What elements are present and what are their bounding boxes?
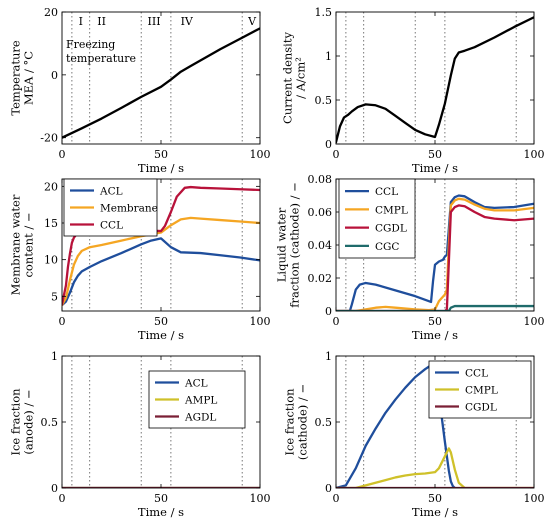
x-tick-label: 100 bbox=[524, 315, 545, 328]
x-axis-label: Time / s bbox=[412, 505, 458, 519]
y-tick-label: 0 bbox=[325, 305, 332, 318]
y-tick-label: 1 bbox=[325, 50, 332, 63]
legend-label: CMPL bbox=[375, 204, 408, 216]
legend: CCL CMPL CGDL CGC bbox=[339, 179, 415, 258]
phase-label: II bbox=[97, 15, 106, 28]
legend: ACL AMPL AGDL bbox=[149, 371, 245, 428]
x-axis-label: Time / s bbox=[412, 161, 458, 175]
ylabel-line: (anode) / − bbox=[22, 389, 36, 454]
ylabel-line: MEA / °C bbox=[22, 51, 36, 105]
y-tick-label: 0 bbox=[51, 482, 58, 495]
ylabel-line: / A/cm² bbox=[294, 57, 308, 99]
phase-label: IV bbox=[181, 15, 194, 28]
y-tick-label: 0.02 bbox=[308, 272, 333, 285]
y-tick-label: 0.5 bbox=[41, 416, 59, 429]
freezing-annotation: temperature bbox=[66, 52, 136, 65]
freezing-annotation: Freezing bbox=[66, 38, 115, 51]
axis-label: Current density / A/cm² bbox=[281, 32, 308, 124]
x-tick-label: 50 bbox=[154, 492, 168, 505]
y-tick-label: 0.5 bbox=[315, 416, 333, 429]
ylabel-line: fraction (cathode) / − bbox=[288, 182, 302, 308]
x-axis-label: Time / s bbox=[412, 328, 458, 342]
x-tick-label: 0 bbox=[59, 315, 66, 328]
legend: CCL CMPL CGDL bbox=[429, 361, 531, 418]
panel-p2: 0 50 100 0 0.5 1 1.5 Time / s Current density / A… bbox=[281, 6, 545, 175]
ylabel-line: Ice fraction bbox=[283, 388, 297, 456]
legend-label: ACL bbox=[99, 186, 123, 198]
x-tick-label: 100 bbox=[524, 148, 545, 161]
x-tick-label: 50 bbox=[428, 148, 442, 161]
series-line-cmpl bbox=[336, 448, 534, 488]
y-tick-label: 0.08 bbox=[308, 173, 333, 186]
y-tick-label: 15 bbox=[44, 217, 58, 230]
y-tick-label: 0.06 bbox=[308, 206, 333, 219]
x-tick-label: 0 bbox=[333, 492, 340, 505]
x-axis-label: Time / s bbox=[138, 161, 184, 175]
y-tick-label: -20 bbox=[40, 132, 58, 145]
panel-p6: 0 50 100 0 0.5 1 Time / s Ice fraction (cathode)… bbox=[283, 350, 545, 519]
y-tick-label: 20 bbox=[44, 180, 58, 193]
y-tick-label: 1.5 bbox=[315, 6, 333, 19]
axis-label: Liquid water fraction (cathode) / − bbox=[275, 182, 302, 308]
series-line-main bbox=[336, 17, 534, 142]
x-tick-label: 0 bbox=[333, 315, 340, 328]
y-tick-label: 0 bbox=[51, 69, 58, 82]
legend-label: ACL bbox=[184, 378, 208, 390]
panel-p4: 0 50 100 0 0.02 0.04 0.06 0.08 Time / s Liquid wa… bbox=[275, 173, 545, 342]
x-tick-label: 100 bbox=[250, 492, 271, 505]
axis-label: Temperature MEA / °C bbox=[9, 40, 36, 116]
legend: ACL Membrane CCL bbox=[64, 179, 158, 236]
ylabel-line: content / − bbox=[22, 212, 36, 277]
panel-p5: 0 50 100 0 0.5 1 Time / s Ice fraction (anode) /… bbox=[9, 350, 271, 519]
x-axis-label: Time / s bbox=[138, 328, 184, 342]
legend-label: CCL bbox=[465, 368, 488, 380]
legend-label: CGDL bbox=[465, 402, 497, 414]
ylabel-line: Membrane water bbox=[9, 194, 23, 295]
y-tick-label: 5 bbox=[51, 290, 58, 303]
x-tick-label: 50 bbox=[428, 315, 442, 328]
ylabel-line: Current density bbox=[281, 32, 295, 124]
x-tick-label: 0 bbox=[333, 148, 340, 161]
phase-label: III bbox=[148, 15, 161, 28]
x-tick-label: 50 bbox=[428, 492, 442, 505]
ylabel-line: Liquid water bbox=[275, 207, 289, 282]
x-tick-label: 0 bbox=[59, 148, 66, 161]
y-tick-label: 20 bbox=[44, 6, 58, 19]
y-tick-label: 0 bbox=[325, 138, 332, 151]
axis-label: Membrane water content / − bbox=[9, 194, 36, 295]
ylabel-line: Temperature bbox=[9, 40, 23, 116]
series-line-acl bbox=[62, 238, 260, 305]
legend-label: CCL bbox=[100, 220, 123, 232]
axis-label: Ice fraction (anode) / − bbox=[9, 388, 36, 456]
y-tick-label: 0 bbox=[325, 482, 332, 495]
x-tick-label: 50 bbox=[154, 148, 168, 161]
y-tick-label: 1 bbox=[325, 350, 332, 363]
x-tick-label: 0 bbox=[59, 492, 66, 505]
y-tick-label: 0.04 bbox=[308, 239, 333, 252]
legend-label: CGDL bbox=[375, 223, 407, 235]
panel-p3: 0 50 100 5 10 15 20 Time / s Membrane water conte… bbox=[9, 179, 271, 342]
legend-label: Membrane bbox=[100, 203, 158, 215]
y-tick-label: 10 bbox=[44, 254, 58, 267]
x-tick-label: 50 bbox=[154, 315, 168, 328]
phase-label: I bbox=[79, 15, 83, 28]
x-tick-label: 100 bbox=[524, 492, 545, 505]
legend-label: CMPL bbox=[465, 385, 498, 397]
legend-label: CGC bbox=[375, 241, 399, 253]
x-tick-label: 100 bbox=[250, 315, 271, 328]
phase-label: V bbox=[247, 15, 257, 28]
legend-label: AGDL bbox=[184, 412, 216, 424]
axis-label: Ice fraction (cathode) / − bbox=[283, 384, 310, 460]
legend-label: AMPL bbox=[184, 395, 217, 407]
x-tick-label: 100 bbox=[250, 148, 271, 161]
y-tick-label: 0.5 bbox=[315, 94, 333, 107]
ylabel-line: (cathode) / − bbox=[296, 384, 310, 460]
legend-label: CCL bbox=[375, 186, 398, 198]
x-axis-label: Time / s bbox=[138, 505, 184, 519]
ylabel-line: Ice fraction bbox=[9, 388, 23, 456]
y-tick-label: 1 bbox=[51, 350, 58, 363]
